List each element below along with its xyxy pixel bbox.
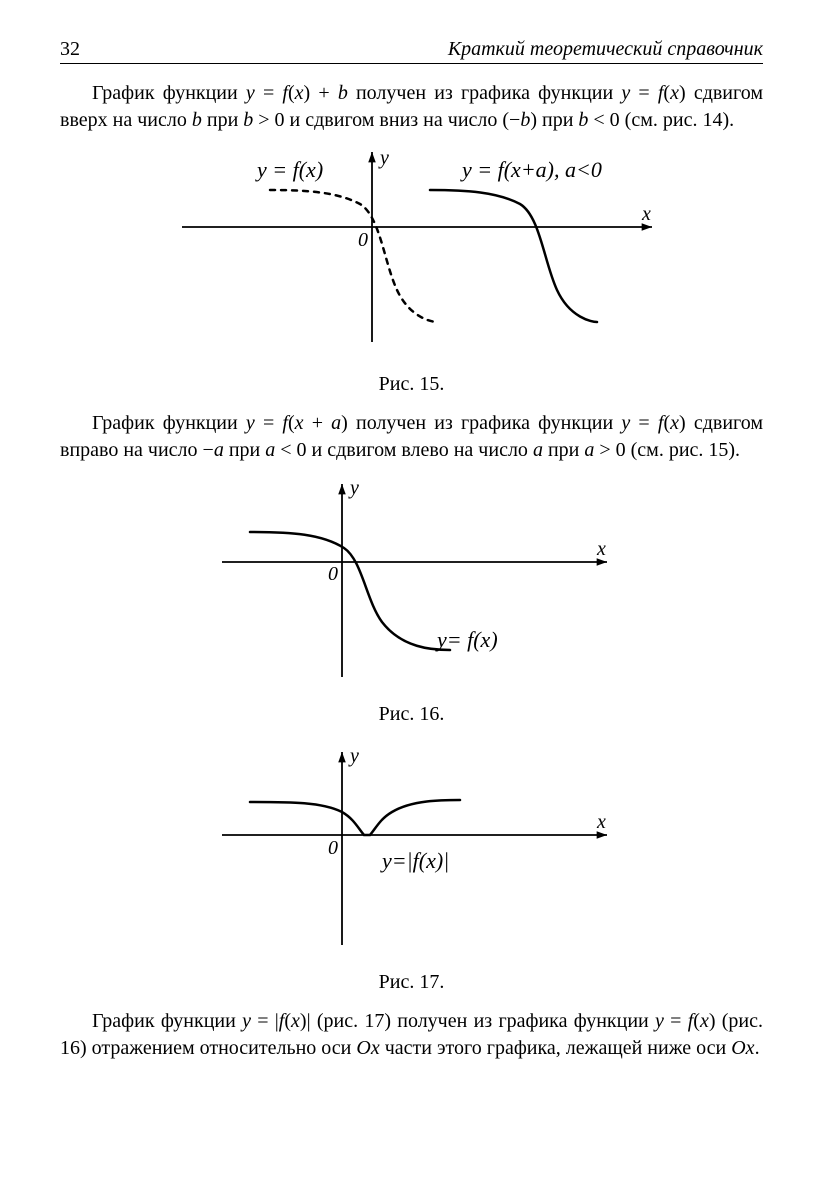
svg-text:y: y <box>378 147 389 169</box>
figure-16: x y 0 y= f(x) <box>60 472 763 697</box>
svg-text:y: y <box>348 745 359 767</box>
figure-17: x y 0 y=|f(x)| <box>60 740 763 965</box>
running-title: Краткий теоретический справочник <box>448 38 763 61</box>
figure-15-caption: Рис. 15. <box>60 373 763 396</box>
svg-text:0: 0 <box>328 837 338 859</box>
paragraph-3: График функции y = |f(x)| (рис. 17) полу… <box>60 1008 763 1062</box>
svg-text:0: 0 <box>358 229 368 251</box>
page: 32 Краткий теоретический справочник Граф… <box>0 0 815 1181</box>
figure-16-svg: x y 0 y= f(x) <box>202 472 622 692</box>
svg-text:y = f(x): y = f(x) <box>255 157 323 182</box>
svg-text:x: x <box>596 811 606 833</box>
figure-15-svg: x y 0 y = f(x) y = f(x+a), a<0 <box>162 142 662 362</box>
figure-15: x y 0 y = f(x) y = f(x+a), a<0 <box>60 142 763 367</box>
svg-text:0: 0 <box>328 563 338 585</box>
page-number: 32 <box>60 38 80 61</box>
svg-text:y: y <box>348 477 359 499</box>
figure-16-caption: Рис. 16. <box>60 703 763 726</box>
page-header: 32 Краткий теоретический справочник <box>60 38 763 64</box>
svg-text:y = f(x+a), a<0: y = f(x+a), a<0 <box>460 157 602 182</box>
svg-text:y= f(x): y= f(x) <box>435 627 498 652</box>
paragraph-1: График функции y = f(x) + b получен из г… <box>60 80 763 134</box>
svg-text:x: x <box>596 538 606 560</box>
svg-text:x: x <box>641 203 651 225</box>
paragraph-2: График функции y = f(x + a) получен из г… <box>60 410 763 464</box>
figure-17-caption: Рис. 17. <box>60 971 763 994</box>
svg-text:y=|f(x)|: y=|f(x)| <box>380 848 449 873</box>
figure-17-svg: x y 0 y=|f(x)| <box>202 740 622 960</box>
